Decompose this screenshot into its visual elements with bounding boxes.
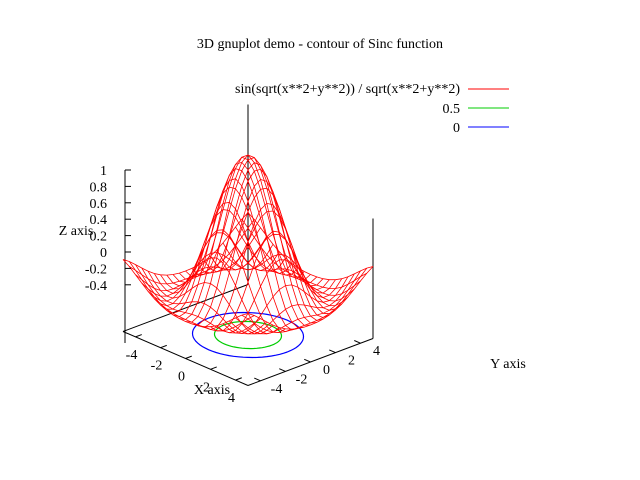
y-tick-mark xyxy=(329,349,336,354)
surface-line-const-y xyxy=(241,218,367,289)
surface-line-const-x xyxy=(154,232,280,307)
surface-line-const-x xyxy=(122,212,249,276)
surface-line-const-x xyxy=(229,273,355,335)
x-tick-label: 0 xyxy=(178,370,185,385)
surface-line-const-y xyxy=(247,212,374,281)
legend-label-contour-0: 0 xyxy=(453,121,460,136)
surface-line-const-x xyxy=(210,230,336,332)
x-tick-mark xyxy=(160,344,167,349)
surface-line-const-x xyxy=(141,235,268,297)
y-axis-label: Y axis xyxy=(490,357,526,372)
surface-line-const-x xyxy=(166,186,293,314)
x-tick-label: 4 xyxy=(228,391,235,406)
surface-line-const-x xyxy=(235,270,361,335)
y-tick-mark xyxy=(354,340,361,344)
x-tick-label: 2 xyxy=(203,380,210,395)
z-tick-label: 0.8 xyxy=(90,180,108,195)
z-tick-label: -0.2 xyxy=(85,262,107,277)
surface-line-const-x xyxy=(179,156,305,320)
surface-line-const-x xyxy=(129,219,255,285)
surface-line-const-y xyxy=(222,242,349,307)
y-tick-mark xyxy=(304,358,311,363)
x-tick-mark xyxy=(235,377,242,381)
legend-label-contour-0.5: 0.5 xyxy=(443,102,461,117)
surface-mesh xyxy=(122,154,374,335)
surface-line-const-x xyxy=(241,267,368,333)
y-tick-label: 4 xyxy=(373,344,380,359)
z-tick-label: 0 xyxy=(100,246,107,261)
surface-line-const-x xyxy=(247,266,374,330)
y-tick-mark xyxy=(279,368,286,372)
x-tick-mark xyxy=(210,366,217,370)
z-tick-label: -0.4 xyxy=(85,279,107,294)
x-tick-mark xyxy=(135,334,142,338)
surface-line-const-x xyxy=(197,178,324,328)
x-axis-label: X axis xyxy=(194,383,230,398)
surface-line-const-x xyxy=(172,168,299,318)
y-tick-label: 2 xyxy=(348,354,355,369)
chart-title: 3D gnuplot demo - contour of Sinc functi… xyxy=(197,37,443,52)
surface-line-const-x xyxy=(185,154,311,323)
legend-label-surface: sin(sqrt(x**2+y**2)) / sqrt(x**2+y**2) xyxy=(235,82,460,97)
surface-line-const-x xyxy=(135,227,261,292)
contour-level-0 xyxy=(191,311,305,359)
surface-line-const-x xyxy=(204,202,330,330)
y-tick-label: 0 xyxy=(323,363,330,378)
surface-line-const-x xyxy=(147,244,274,302)
y-tick-label: -4 xyxy=(271,382,283,397)
x-tick-label: -4 xyxy=(126,348,138,363)
x-tick-label: -2 xyxy=(151,359,163,374)
z-tick-label: 0.4 xyxy=(90,213,108,228)
surface-line-const-y xyxy=(203,187,330,318)
x-tick-mark xyxy=(185,355,192,359)
z-tick-label: 1 xyxy=(100,164,107,179)
y-tick-label: -2 xyxy=(296,372,308,387)
z-tick-label: 0.2 xyxy=(90,230,108,245)
z-axis-label: Z axis xyxy=(59,224,94,239)
surface-line-const-y xyxy=(210,210,336,315)
y-tick-mark xyxy=(254,377,261,382)
z-tick-label: 0.6 xyxy=(90,197,108,212)
base-edge-left xyxy=(122,284,249,332)
axes-box xyxy=(122,104,374,386)
legend: sin(sqrt(x**2+y**2)) / sqrt(x**2+y**2) 0… xyxy=(235,82,509,136)
surface-line-const-x xyxy=(160,209,286,310)
